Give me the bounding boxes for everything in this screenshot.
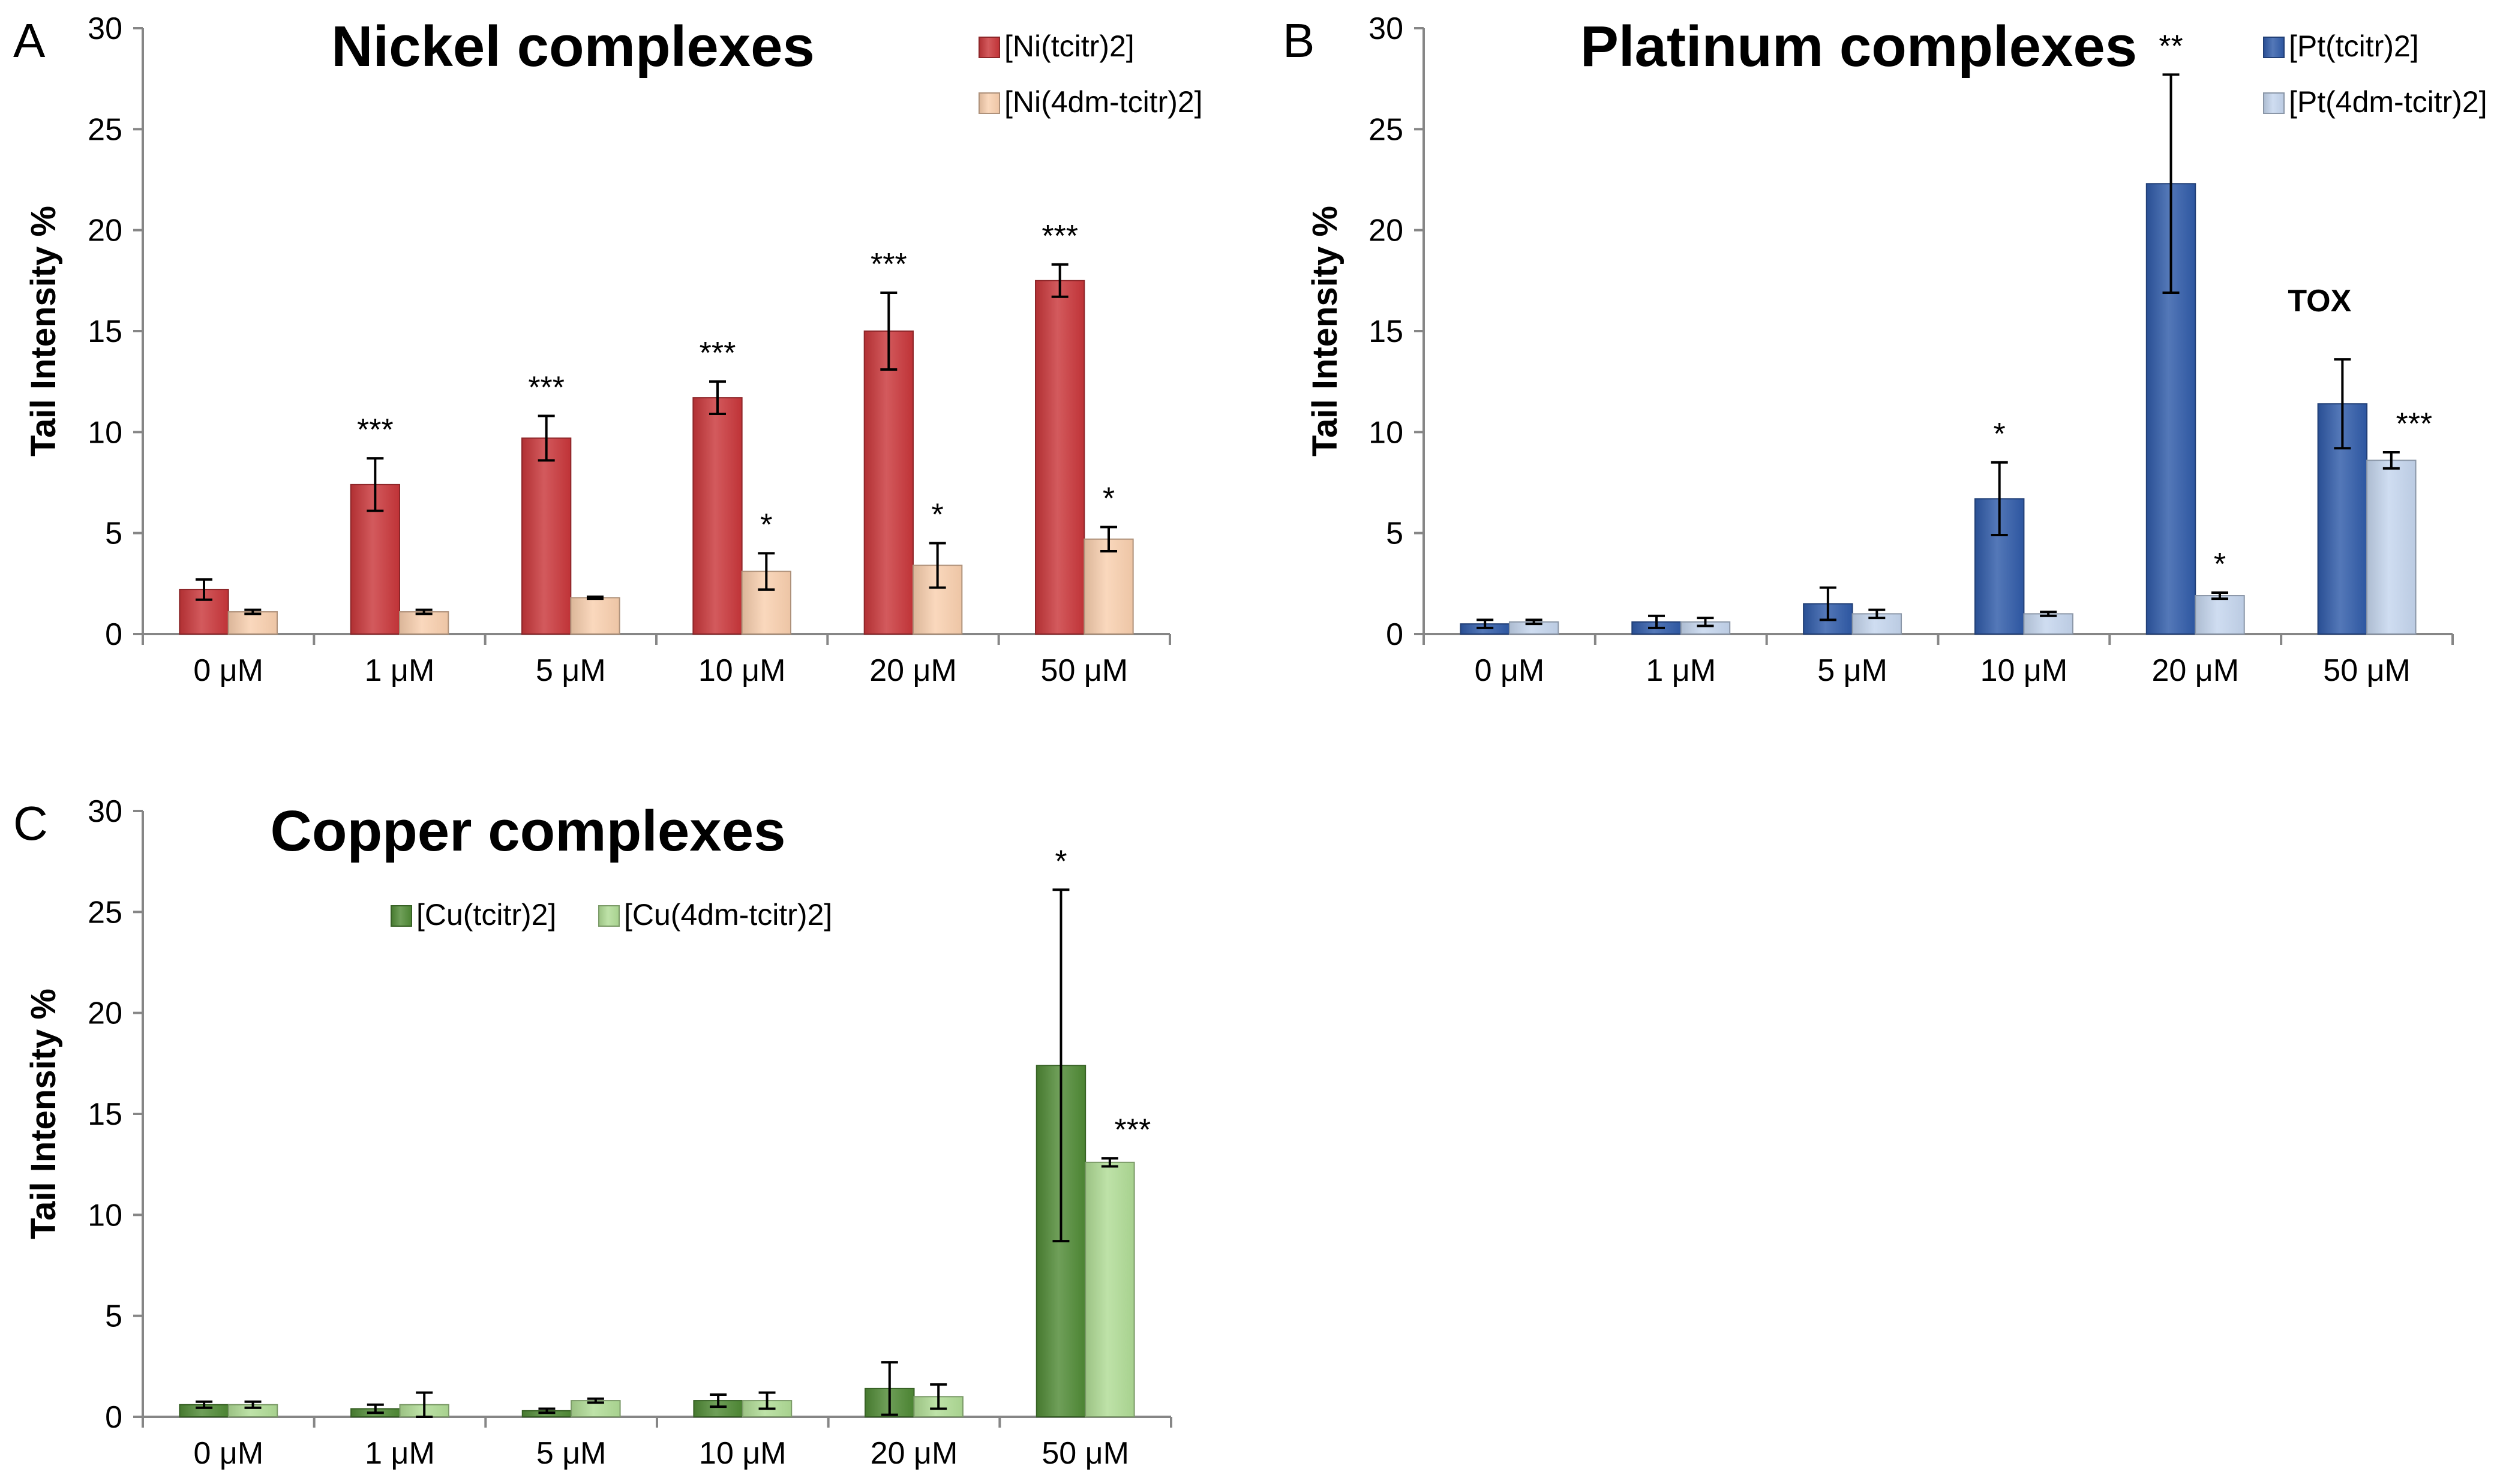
x-category-label: 50 μM (2323, 653, 2411, 688)
y-tick-label: 15 (88, 314, 122, 349)
y-tick-label: 0 (105, 1400, 122, 1435)
y-tick-label: 10 (1368, 415, 1403, 450)
y-tick-label: 30 (1368, 11, 1403, 46)
y-tick-label: 15 (1368, 314, 1403, 349)
significance-marker: * (932, 498, 944, 533)
y-tick-label: 20 (88, 214, 122, 248)
legend-label: [Pt(tcitr)2] (2289, 29, 2419, 63)
x-category-label: 50 μM (1042, 1436, 1129, 1471)
y-axis-title: Tail Intensity % (1305, 206, 1344, 456)
bar (1035, 280, 1085, 635)
legend-swatch (979, 92, 1000, 114)
x-category-label: 1 μM (365, 653, 435, 688)
chart-title: Nickel complexes (331, 14, 815, 79)
chart-title: Platinum complexes (1580, 14, 2137, 79)
x-category-label: 1 μM (1646, 653, 1716, 688)
legend-swatch (598, 905, 620, 927)
x-category-label: 0 μM (1475, 653, 1545, 688)
y-tick-label: 10 (88, 1198, 122, 1233)
bar (570, 597, 620, 635)
x-category-label: 10 μM (1980, 653, 2068, 688)
legend-label: [Ni(4dm-tcitr)2] (1004, 85, 1203, 119)
bar (2366, 459, 2417, 635)
significance-marker: *** (700, 336, 736, 371)
bar (179, 588, 229, 635)
legend-swatch (391, 905, 412, 927)
legend-swatch (979, 37, 1000, 58)
panel-c-copper-chart: C Copper complexes 0 5 10 15 20 25 30 Tail Intens… (13, 794, 1172, 1471)
series-0: * (179, 844, 1087, 1418)
bar (692, 397, 743, 635)
x-category-label: 20 μM (2151, 653, 2239, 688)
legend-label: [Pt(4dm-tcitr)2] (2289, 85, 2487, 119)
legend-swatch (2263, 37, 2285, 58)
bar (227, 611, 278, 635)
panel-letter: C (13, 797, 48, 850)
significance-marker: * (2214, 547, 2226, 582)
significance-marker: * (1994, 417, 2006, 452)
y-tick-label: 30 (88, 11, 122, 46)
bar (1084, 538, 1134, 635)
bar (863, 331, 914, 635)
series-1: *** (227, 1113, 1151, 1418)
x-category-label: 5 μM (536, 653, 606, 688)
bar (2195, 595, 2245, 635)
y-tick-label: 5 (105, 1299, 122, 1334)
x-category-label: 20 μM (869, 653, 957, 688)
panel-a-nickel-chart: A Nickel complexes 0 5 10 15 20 25 30 Tail Intens… (13, 11, 1203, 688)
legend-swatch (2263, 92, 2285, 114)
y-tick-label: 5 (105, 516, 122, 551)
bar (521, 437, 572, 635)
significance-marker: ** (2159, 29, 2183, 64)
panel-b-platinum-chart: B Platinum complexes 0 5 10 15 20 25 30 Tail Inte… (1283, 11, 2487, 688)
legend-label: [Ni(tcitr)2] (1004, 29, 1135, 63)
bar (399, 611, 449, 635)
y-tick-label: 0 (105, 617, 122, 652)
annotation-label: TOX (2288, 284, 2351, 319)
panel-letter: A (13, 14, 46, 67)
x-category-label: 10 μM (699, 1436, 787, 1471)
significance-marker: *** (2396, 407, 2432, 441)
panel-letter: B (1283, 14, 1314, 67)
x-category-label: 5 μM (536, 1436, 607, 1471)
y-tick-label: 30 (88, 794, 122, 829)
series-1: **** (1508, 407, 2432, 635)
y-tick-label: 25 (88, 895, 122, 930)
significance-marker: * (1055, 844, 1067, 879)
x-category-label: 5 μM (1817, 653, 1887, 688)
significance-marker: *** (1042, 219, 1078, 254)
significance-marker: * (760, 507, 772, 542)
legend-label: [Cu(tcitr)2] (416, 898, 556, 932)
x-category-label: 50 μM (1041, 653, 1129, 688)
y-tick-label: 25 (88, 112, 122, 147)
y-tick-label: 0 (1386, 617, 1403, 652)
series-0: *** *** *** *** *** (179, 219, 1085, 635)
series-0: *** (1460, 29, 2368, 635)
y-tick-label: 10 (88, 415, 122, 450)
significance-marker: *** (357, 413, 394, 447)
x-category-label: 1 μM (365, 1436, 435, 1471)
legend-label: [Cu(4dm-tcitr)2] (624, 898, 832, 932)
significance-marker: *** (871, 247, 907, 282)
y-tick-label: 15 (88, 1097, 122, 1132)
y-tick-label: 5 (1386, 516, 1403, 551)
y-axis-title: Tail Intensity % (24, 989, 63, 1239)
significance-marker: *** (1115, 1113, 1151, 1147)
significance-marker: *** (528, 370, 565, 405)
x-category-label: 0 μM (193, 653, 263, 688)
series-1: * * * (227, 482, 1134, 635)
chart-title: Copper complexes (271, 799, 786, 863)
y-tick-label: 20 (88, 996, 122, 1031)
x-category-label: 20 μM (871, 1436, 958, 1471)
y-tick-label: 25 (1368, 112, 1403, 147)
x-category-label: 10 μM (698, 653, 786, 688)
y-axis-title: Tail Intensity % (24, 206, 63, 456)
bar (1085, 1161, 1135, 1418)
significance-marker: * (1103, 482, 1115, 516)
y-tick-label: 20 (1368, 214, 1403, 248)
x-category-label: 0 μM (194, 1436, 264, 1471)
